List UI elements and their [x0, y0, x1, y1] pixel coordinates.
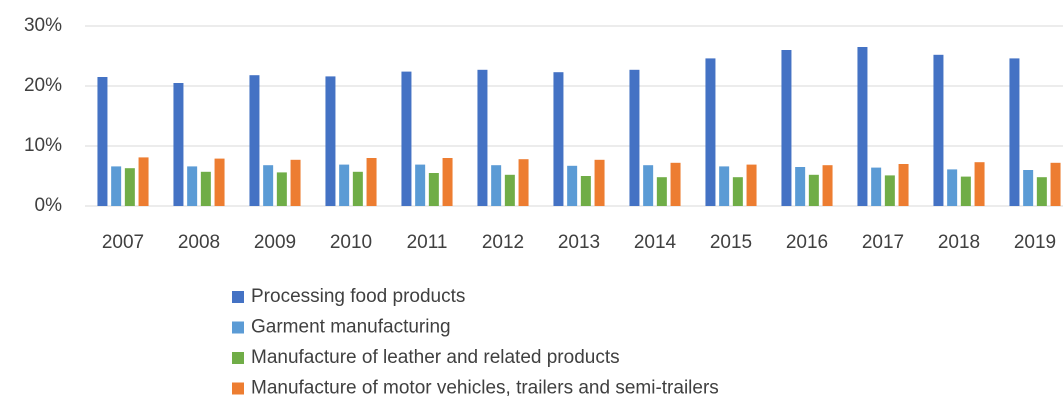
bar — [656, 177, 667, 206]
bar — [808, 174, 819, 206]
bar — [187, 166, 198, 206]
bar — [491, 165, 502, 206]
bar — [1023, 170, 1034, 206]
bar — [138, 157, 149, 206]
bar — [670, 162, 681, 206]
bar — [124, 168, 135, 206]
bar — [960, 176, 971, 206]
bar — [795, 167, 806, 206]
bar — [705, 58, 716, 207]
x-tick-label: 2016 — [786, 232, 828, 253]
bar — [97, 77, 108, 206]
bar — [325, 76, 336, 207]
bar — [643, 165, 654, 206]
bar — [580, 176, 591, 206]
bar — [518, 159, 529, 206]
bar — [290, 159, 301, 206]
legend-label: Garment manufacturing — [251, 317, 451, 338]
bar — [352, 171, 363, 206]
bar — [173, 83, 184, 206]
x-tick-label: 2014 — [634, 232, 677, 253]
bar — [594, 159, 605, 206]
bar — [732, 177, 743, 206]
legend-swatch — [232, 321, 244, 334]
bar — [366, 158, 377, 206]
bar — [1009, 58, 1020, 207]
bar — [428, 173, 439, 206]
x-tick-label: 2009 — [254, 232, 296, 253]
bar — [477, 69, 488, 206]
legend-swatch — [232, 382, 244, 395]
bar — [719, 166, 730, 206]
bar — [1050, 162, 1061, 206]
x-tick-label: 2012 — [482, 232, 524, 253]
x-tick-label: 2015 — [710, 232, 752, 253]
y-tick-label: 30% — [24, 15, 62, 36]
x-tick-label: 2013 — [558, 232, 600, 253]
x-tick-label: 2017 — [862, 232, 904, 253]
bar — [111, 166, 122, 206]
bar — [898, 164, 909, 206]
bar — [339, 164, 350, 206]
x-tick-label: 2007 — [102, 232, 144, 253]
legend-label: Manufacture of leather and related produ… — [251, 347, 620, 368]
legend-label: Processing food products — [251, 286, 465, 307]
bar — [947, 169, 958, 206]
bar — [933, 54, 944, 206]
bar — [974, 162, 985, 206]
y-tick-label: 10% — [24, 135, 62, 156]
x-tick-label: 2019 — [1014, 232, 1056, 253]
legend-swatch — [232, 352, 244, 364]
bar — [1036, 177, 1047, 206]
x-tick-label: 2008 — [178, 232, 220, 253]
bar — [249, 75, 260, 206]
bar — [871, 167, 882, 206]
x-tick-label: 2010 — [330, 232, 372, 253]
x-tick-label: 2018 — [938, 232, 980, 253]
bar — [276, 172, 287, 206]
bar — [401, 71, 412, 206]
legend-swatch — [232, 291, 244, 303]
bar — [822, 165, 833, 206]
bar — [746, 164, 757, 206]
bar — [415, 164, 426, 206]
bar — [567, 165, 578, 206]
bar — [857, 47, 868, 206]
bar — [442, 158, 453, 206]
bar — [884, 175, 895, 206]
bar — [781, 50, 792, 206]
bar — [214, 158, 225, 206]
bar — [553, 72, 564, 206]
bar — [200, 171, 211, 206]
y-tick-label: 20% — [24, 75, 62, 96]
bar — [504, 174, 515, 206]
bar — [629, 69, 640, 206]
legend-label: Manufacture of motor vehicles, trailers … — [251, 378, 719, 399]
x-tick-label: 2011 — [407, 232, 448, 253]
y-tick-label: 0% — [35, 195, 63, 216]
bar — [263, 165, 274, 206]
